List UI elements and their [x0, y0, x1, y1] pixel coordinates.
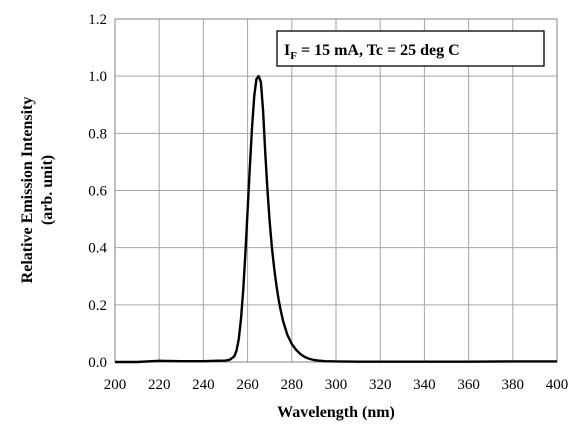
- x-tick-label: 400: [546, 377, 569, 393]
- y-tick-labels: 0.0 0.2 0.4 0.6 0.8 1.0 1.2: [88, 12, 107, 371]
- series-layer: [115, 74, 557, 364]
- x-tick-label: 200: [104, 377, 127, 393]
- x-tick-label: 300: [325, 377, 348, 393]
- grid: [114, 18, 558, 363]
- y-tick-label: 0.0: [88, 355, 107, 371]
- x-tick-label: 220: [148, 377, 171, 393]
- x-tick-label: 380: [502, 377, 525, 393]
- y-tick-label: 0.4: [88, 241, 107, 257]
- y-axis-title-line1: Relative Emission Intensity: [19, 97, 36, 284]
- series-line-emission: [115, 74, 557, 364]
- x-tick-label: 260: [236, 377, 259, 393]
- annotation-box: IF = 15 mA, Tc = 25 deg C: [276, 30, 545, 67]
- annotation-rest: = 15 mA, Tc = 25 deg C: [297, 42, 460, 59]
- y-tick-label: 1.2: [88, 12, 107, 28]
- annotation-frame: [276, 30, 545, 67]
- annotation-text: IF = 15 mA, Tc = 25 deg C: [284, 42, 460, 62]
- x-tick-label: 280: [281, 377, 304, 393]
- y-tick-label: 0.8: [88, 126, 107, 142]
- annotation-subscript: F: [290, 50, 297, 62]
- x-tick-labels: 200 220 240 260 280 300 320 340 360 380 400: [104, 377, 569, 393]
- y-tick-label: 0.2: [88, 298, 107, 314]
- x-axis-title: Wavelength (nm): [277, 404, 395, 421]
- x-tick-label: 340: [413, 377, 436, 393]
- y-tick-label: 0.6: [88, 184, 107, 200]
- annotation-symbol: I: [284, 42, 290, 59]
- y-axis-title-line2: (arb. unit): [39, 155, 56, 225]
- x-tick-label: 360: [457, 377, 480, 393]
- x-tick-label: 320: [369, 377, 392, 393]
- y-tick-label: 1.0: [88, 69, 107, 85]
- x-tick-label: 240: [192, 377, 215, 393]
